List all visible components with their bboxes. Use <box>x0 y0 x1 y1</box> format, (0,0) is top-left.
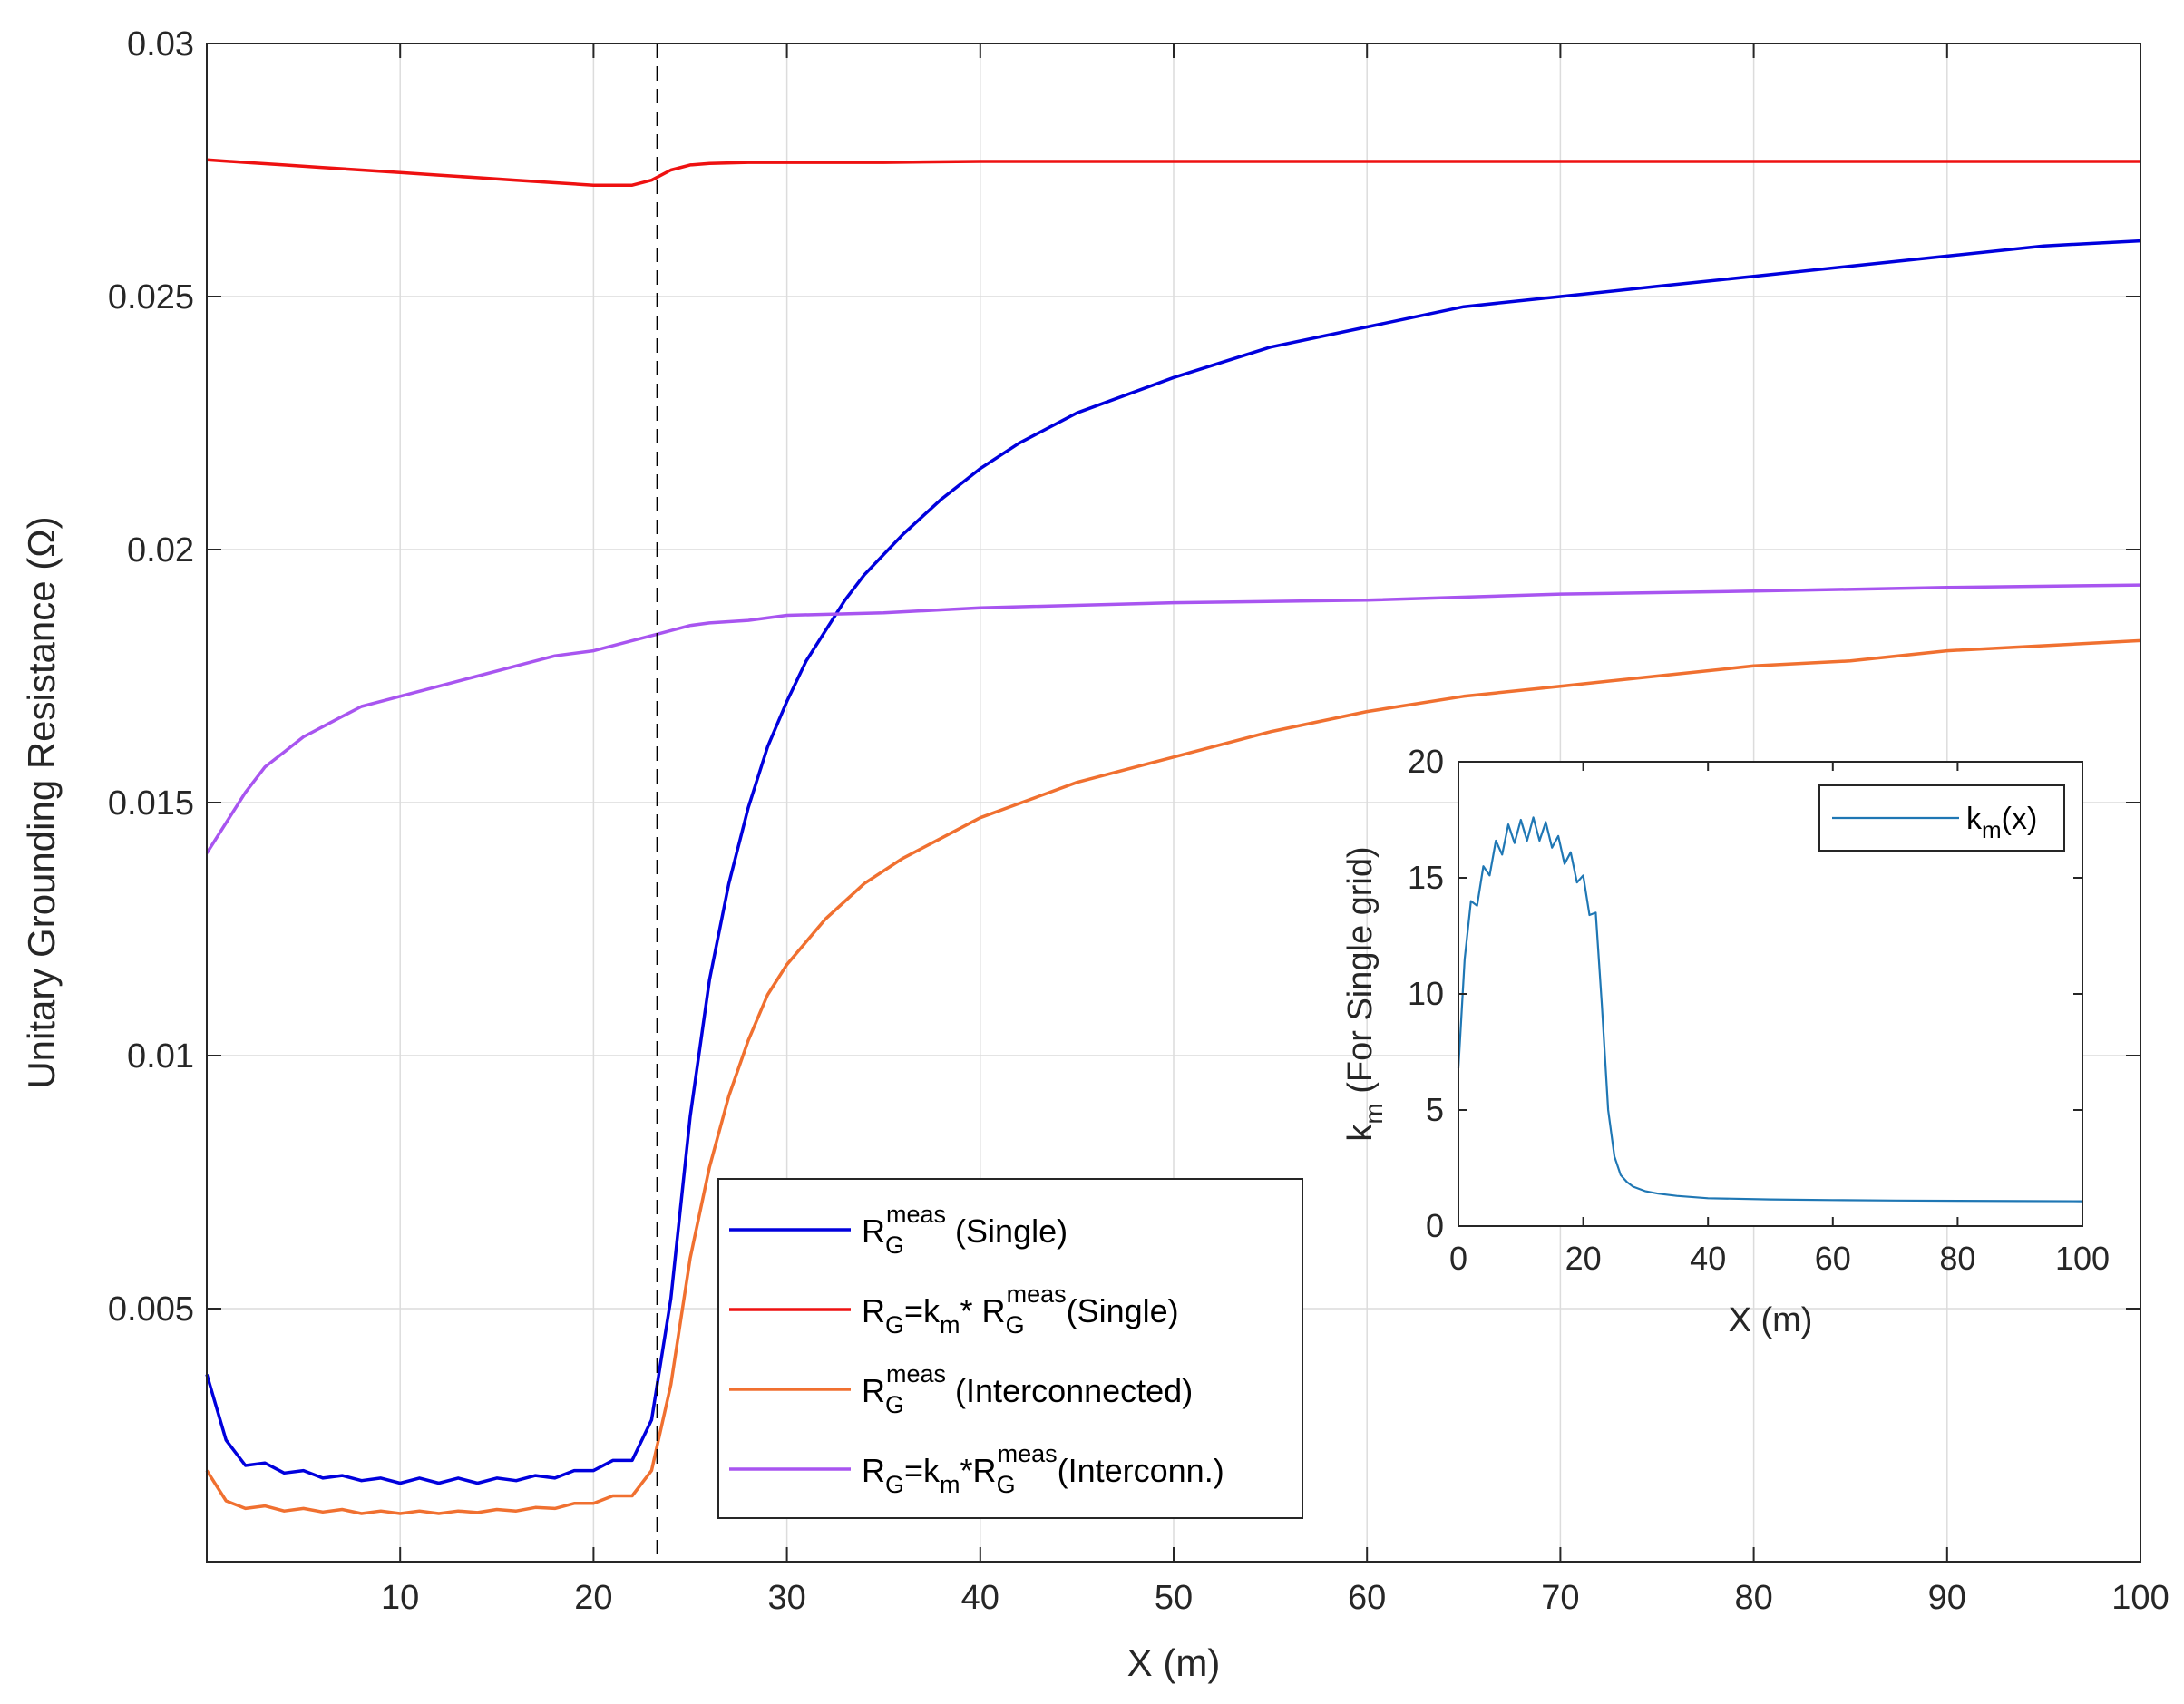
main-legend: RGmeas (Single) RG=km* RGmeas(Single) RGme… <box>717 1178 1303 1519</box>
main-y-axis-label: Unitary Grounding Resistance (Ω) <box>20 516 63 1088</box>
main-y-tick-label: 0.03 <box>127 25 194 63</box>
main-x-tick-label: 30 <box>767 1579 805 1617</box>
inset-y-tick-label: 15 <box>1408 859 1444 896</box>
inset-ticks: 0 20 40 60 80 100 0 5 10 15 20 <box>1408 743 2110 1277</box>
inset-plot: 0 20 40 60 80 100 0 5 10 15 20 X (m) km (For Singl… <box>1341 743 2110 1339</box>
main-x-tick-label: 60 <box>1348 1579 1386 1617</box>
main-legend-label-3: RGmeas (Interconnected) <box>862 1360 1193 1418</box>
inset-y-tick-label: 10 <box>1408 975 1444 1012</box>
main-series-line-3 <box>205 638 2141 1515</box>
main-y-tick-label: 0.015 <box>108 784 194 823</box>
main-x-tick-label: 50 <box>1155 1579 1193 1617</box>
inset-y-tick-label: 0 <box>1426 1207 1444 1244</box>
main-y-tick-label: 0.02 <box>127 531 194 570</box>
main-legend-label-1: RGmeas (Single) <box>862 1201 1068 1259</box>
main-legend-label-4: RG=km*RGmeas(Interconn.) <box>862 1440 1224 1498</box>
main-x-tick-label: 10 <box>381 1579 419 1617</box>
main-series-line-2 <box>206 158 2140 187</box>
inset-x-axis-label: X (m) <box>1729 1301 1813 1339</box>
main-series-line-1 <box>205 239 2141 1485</box>
main-y-tick-label: 0.025 <box>108 278 194 316</box>
inset-x-tick-label: 60 <box>1815 1240 1851 1277</box>
main-x-tick-label: 40 <box>961 1579 999 1617</box>
inset-series-line-1 <box>1457 816 2083 1203</box>
main-y-tick-label: 0.005 <box>108 1290 194 1329</box>
inset-y-axis-label: km (For Single grid) <box>1341 846 1388 1141</box>
main-x-tick-label: 100 <box>2111 1579 2169 1617</box>
main-x-axis-label: X (m) <box>1127 1641 1221 1684</box>
main-x-tick-label: 20 <box>574 1579 612 1617</box>
inset-y-tick-label: 20 <box>1408 743 1444 780</box>
inset-x-tick-label: 0 <box>1449 1240 1467 1277</box>
main-series-group <box>205 158 2141 1515</box>
inset-series-group <box>1457 816 2083 1203</box>
main-x-tick-label: 80 <box>1734 1579 1772 1617</box>
inset-x-tick-label: 80 <box>1939 1240 1975 1277</box>
main-ticks: 10 20 30 40 50 60 70 80 90 1000.0050.010.0150.020… <box>108 25 2169 1617</box>
main-y-tick-label: 0.01 <box>127 1037 194 1076</box>
main-legend-label-2: RG=km* RGmeas(Single) <box>862 1280 1179 1339</box>
main-x-tick-label: 70 <box>1541 1579 1579 1617</box>
inset-y-tick-label: 5 <box>1426 1091 1444 1128</box>
main-series-line-4 <box>205 583 2141 854</box>
main-legend-box <box>717 1178 1303 1519</box>
inset-legend: km(x) <box>1818 784 2065 852</box>
inset-x-tick-label: 20 <box>1565 1240 1602 1277</box>
inset-legend-label: km(x) <box>1966 802 2037 843</box>
inset-x-tick-label: 40 <box>1690 1240 1726 1277</box>
inset-x-tick-label: 100 <box>2055 1240 2110 1277</box>
main-x-tick-label: 90 <box>1928 1579 1966 1617</box>
